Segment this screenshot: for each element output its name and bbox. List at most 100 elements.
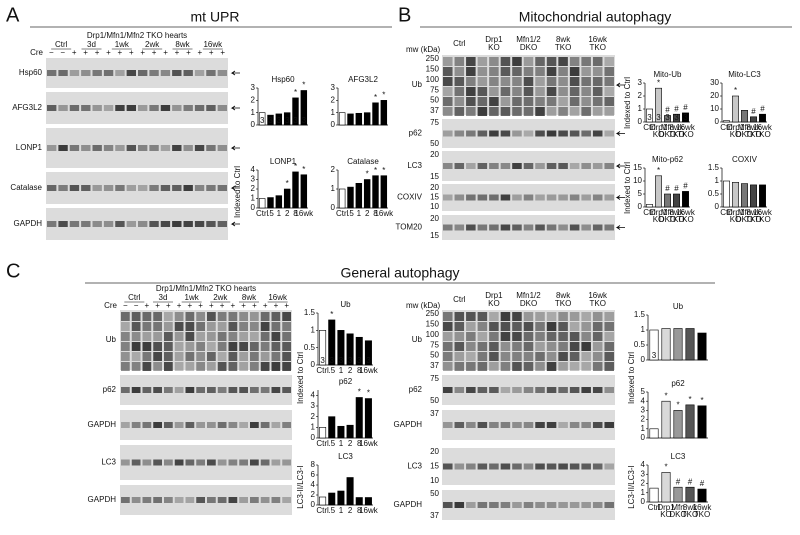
- blot-band: [466, 130, 476, 137]
- blot-band: [194, 105, 205, 111]
- blot-band: [489, 87, 499, 96]
- n-label: 3: [285, 116, 290, 125]
- x-tick-sublabel: DKO: [736, 130, 753, 139]
- blot-strip: [46, 58, 228, 88]
- x-tick-sublabel: KO: [653, 215, 665, 224]
- blot-band: [604, 387, 614, 393]
- blot-band: [512, 163, 522, 169]
- blot-band: [443, 67, 453, 76]
- blot-band: [489, 463, 499, 470]
- x-tick-label: .5: [328, 506, 335, 515]
- blot-band: [58, 221, 68, 227]
- blot-band: [581, 422, 591, 428]
- mw-label: mw (kDa): [406, 301, 441, 310]
- y-tick-label: 1: [251, 108, 256, 117]
- lane-label: TKO: [589, 43, 605, 52]
- blot-band: [581, 352, 591, 361]
- blot-band: [69, 70, 80, 76]
- y-tick-label: 2: [251, 184, 256, 193]
- y-tick-label: 4: [311, 480, 316, 489]
- n-label: 3: [320, 356, 325, 365]
- significance-mark: *: [688, 395, 691, 404]
- blot-band: [535, 322, 545, 331]
- blot-band: [489, 107, 499, 116]
- x-tick-label: 16wk: [359, 366, 379, 375]
- blot-band: [196, 352, 205, 361]
- blot-band: [581, 130, 591, 137]
- blot-band: [443, 77, 453, 86]
- chart-title: p62: [339, 377, 353, 386]
- blot-band: [103, 185, 114, 191]
- blot-band: [454, 224, 465, 231]
- x-tick-sublabel: KO: [730, 130, 742, 139]
- blot-band: [92, 105, 102, 111]
- x-tick-label: 16wk: [753, 208, 773, 217]
- blot-band: [160, 145, 171, 151]
- blot-band: [454, 322, 465, 331]
- lane-label: 16wk: [588, 291, 608, 300]
- n-label: 3: [277, 116, 282, 125]
- n-label: 3: [302, 116, 307, 125]
- blot-band: [207, 422, 216, 428]
- bar: [723, 120, 730, 123]
- blot-band: [250, 422, 259, 428]
- y-tick-label: 1: [641, 325, 646, 334]
- blot-band: [466, 352, 476, 361]
- blot-band: [604, 97, 614, 106]
- blot-band: [260, 342, 270, 351]
- blot-band: [194, 70, 205, 76]
- blot-band: [454, 502, 465, 508]
- y-tick-label: 3: [641, 469, 646, 478]
- blot-band: [228, 422, 238, 428]
- group-label: 3d: [87, 40, 96, 49]
- blot-band: [250, 459, 259, 466]
- blot-band: [149, 221, 159, 227]
- x-tick-label: Mfn: [738, 123, 751, 132]
- bar: [673, 193, 680, 208]
- blot-band: [523, 163, 534, 169]
- blot-band: [207, 332, 216, 341]
- x-tick-sublabel: TKO: [694, 510, 710, 519]
- chart-title: AFG3L2: [348, 75, 378, 84]
- blot-band: [581, 97, 591, 106]
- x-tick-sublabel: TKO: [668, 215, 684, 224]
- blot-band: [523, 387, 534, 393]
- blot-band: [164, 352, 173, 361]
- blot-band: [604, 422, 614, 428]
- blot-band: [153, 322, 162, 331]
- blot-band: [512, 87, 522, 96]
- blot-band: [250, 362, 259, 371]
- significance-mark: #: [751, 107, 756, 116]
- blot-band: [558, 130, 568, 137]
- mw-marker: 10: [430, 202, 439, 211]
- lane-label: 8wk: [556, 291, 571, 300]
- bar: [328, 492, 336, 506]
- chart-title: LC3: [671, 452, 686, 461]
- blot-band: [185, 362, 195, 371]
- blot-band: [523, 332, 534, 341]
- x-tick-label: Drp1: [727, 208, 745, 217]
- blot-band: [581, 57, 591, 66]
- bar: [355, 497, 363, 506]
- x-tick-label: 16wk: [753, 123, 773, 132]
- cre-signs: − − + + + + + + + + + + + + + +: [49, 48, 225, 57]
- blot-band: [271, 352, 281, 361]
- blot-band: [535, 87, 545, 96]
- blot-band: [592, 57, 603, 66]
- blot-band: [138, 105, 148, 111]
- x-tick-label: Mfn: [661, 208, 674, 217]
- blot-band: [174, 312, 184, 321]
- blot-band: [466, 87, 476, 96]
- blot-band: [185, 322, 195, 331]
- blot-band: [58, 70, 68, 76]
- bar: [347, 113, 354, 126]
- x-tick-sublabel: DKO: [669, 510, 686, 519]
- significance-mark: *: [382, 166, 385, 175]
- x-tick-label: 2: [348, 506, 353, 515]
- n-label: 3: [348, 356, 353, 365]
- blot-band: [153, 362, 162, 371]
- blot-band: [271, 312, 281, 321]
- blot-row-label: LC3: [101, 458, 116, 467]
- blot-band: [523, 312, 534, 321]
- bar: [267, 114, 274, 126]
